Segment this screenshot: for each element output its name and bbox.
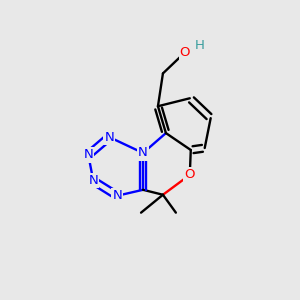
Text: O: O bbox=[180, 46, 190, 59]
Text: H: H bbox=[195, 39, 205, 52]
Text: O: O bbox=[184, 168, 195, 182]
Text: N: N bbox=[83, 148, 93, 161]
Text: N: N bbox=[138, 146, 148, 160]
Text: N: N bbox=[104, 130, 114, 144]
Text: N: N bbox=[112, 189, 122, 202]
Text: N: N bbox=[88, 174, 98, 187]
